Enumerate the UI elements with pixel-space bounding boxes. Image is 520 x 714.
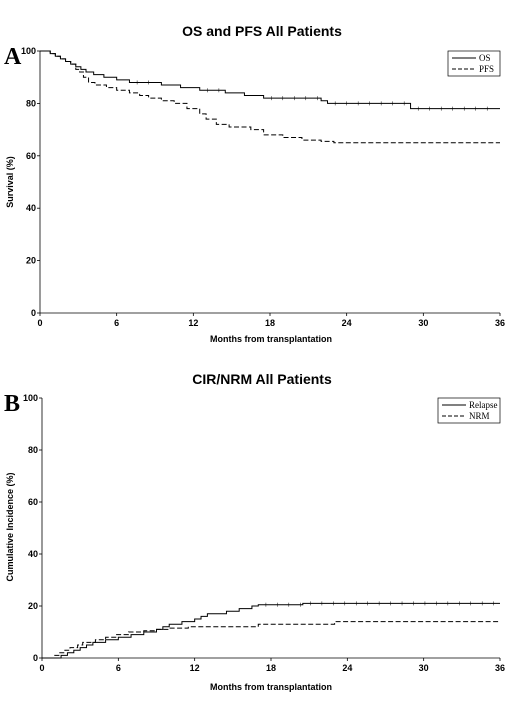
panel-a-x-tick-label: 0 — [37, 318, 42, 328]
panel-a-series-os-line — [40, 50, 500, 110]
panel-b-xlabel: Months from transplantation — [210, 682, 332, 692]
panel-b-x-tick-label: 12 — [190, 663, 200, 673]
panel-a-x-tick-label: 18 — [265, 318, 275, 328]
panel-a-x-tick-label: 24 — [342, 318, 352, 328]
panel-a-x-tick-label: 30 — [418, 318, 428, 328]
panel-b-x-tick-label: 24 — [342, 663, 352, 673]
panel-a-x-tick-label: 36 — [495, 318, 505, 328]
panel-b-y-tick-label: 80 — [28, 445, 38, 455]
panel-a-x-tick-label: 12 — [188, 318, 198, 328]
panel-a-y-tick-label: 0 — [31, 308, 36, 318]
panel-b-y-tick-label: 0 — [33, 653, 38, 663]
panel-b-plot-area: 0 20 40 60 80 100 0 6 12 18 24 30 36 — [23, 393, 505, 673]
panel-a-xlabel: Months from transplantation — [210, 334, 332, 344]
panel-a-title: OS and PFS All Patients — [182, 23, 342, 39]
panel-a-y-tick-label: 80 — [26, 98, 36, 108]
panel-a-y-tick-label: 20 — [26, 256, 36, 266]
panel-a-legend-label-os: OS — [479, 53, 491, 63]
panel-a-y-tick-label: 40 — [26, 203, 36, 213]
panel-b-y-tick-label: 60 — [28, 497, 38, 507]
panel-b-legend: Relapse NRM — [437, 397, 501, 424]
panel-a-legend: OS PFS — [447, 50, 501, 77]
panel-b-x-tick-label: 0 — [39, 663, 44, 673]
panel-a-y-tick-label: 100 — [21, 46, 36, 56]
panel-b-series-relapse-line — [42, 602, 500, 659]
panel-b-x-tick-label: 30 — [419, 663, 429, 673]
panel-b-legend-label-relapse: Relapse — [469, 400, 498, 410]
panel-b-letter: B — [4, 391, 20, 417]
panel-b-y-tick-label: 20 — [28, 601, 38, 611]
panel-b-x-tick-label: 36 — [495, 663, 505, 673]
panel-b-x-tick-label: 6 — [116, 663, 121, 673]
panel-a-x-tick-label: 6 — [114, 318, 119, 328]
panel-a-ylabel: Survival (%) — [5, 156, 15, 208]
panel-b-ylabel: Cumulative Incidence (%) — [5, 472, 15, 581]
panel-a-letter: A — [4, 44, 22, 70]
panel-b-y-tick-label: 40 — [28, 549, 38, 559]
panel-b-series-nrm-line — [42, 621, 500, 659]
panel-a-plot-area: 0 20 40 60 80 100 0 6 12 18 24 30 36 — [21, 46, 505, 328]
panel-a-y-tick-label: 60 — [26, 151, 36, 161]
panel-a-series-pfs-line — [40, 50, 500, 144]
panel-b-cir-nrm: CIR/NRM All Patients B Cumulative Incide… — [4, 371, 505, 692]
panel-a-legend-box — [447, 50, 501, 77]
panel-b-legend-box — [437, 397, 501, 424]
panel-b-y-tick-label: 100 — [23, 393, 38, 403]
panel-a-legend-label-pfs: PFS — [479, 64, 494, 74]
panel-b-title: CIR/NRM All Patients — [192, 371, 332, 387]
panel-a-os-pfs: OS and PFS All Patients A Survival (%) M… — [4, 23, 505, 344]
panel-b-legend-label-nrm: NRM — [469, 411, 490, 421]
panel-b-x-tick-label: 18 — [266, 663, 276, 673]
